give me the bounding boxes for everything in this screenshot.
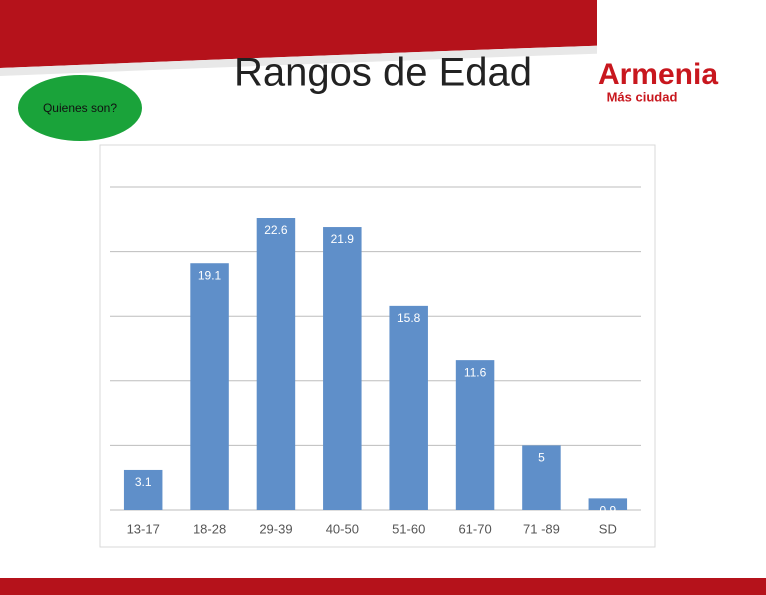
header-band <box>0 0 766 68</box>
bar <box>190 263 229 510</box>
footer-band <box>0 578 766 595</box>
chart-title: Rangos de Edad <box>234 51 532 95</box>
logo-box <box>597 0 766 112</box>
x-tick-label: 40-50 <box>326 521 359 536</box>
x-tick-label: 18-28 <box>193 521 226 536</box>
bar <box>522 445 561 510</box>
logo-subtitle: Más ciudad <box>607 89 678 104</box>
data-label: 22.6 <box>264 223 288 237</box>
data-label: 3.1 <box>135 475 152 489</box>
bar <box>323 227 362 510</box>
x-tick-label: 13-17 <box>127 521 160 536</box>
x-tick-label: 51-60 <box>392 521 425 536</box>
data-label: 19.1 <box>198 268 222 282</box>
data-label: 5 <box>538 451 545 465</box>
badge-text: Quienes son? <box>43 101 117 115</box>
bar <box>588 498 628 510</box>
x-tick-label: 29-39 <box>259 521 292 536</box>
bar <box>455 360 495 510</box>
bar <box>389 305 428 510</box>
bar <box>123 469 163 510</box>
data-label: 21.9 <box>331 232 355 246</box>
badge <box>18 75 142 141</box>
x-tick-label: 71 -89 <box>523 521 560 536</box>
data-label: 11.6 <box>464 365 487 379</box>
x-tick-label: SD <box>599 521 617 536</box>
chart-area <box>99 144 656 548</box>
x-tick-label: 61-70 <box>458 521 491 536</box>
logo-title: Armenia <box>598 58 718 91</box>
data-label: 15.8 <box>397 311 421 325</box>
bar <box>256 218 296 510</box>
data-label: 0.9 <box>599 504 616 518</box>
header-stripe <box>0 40 766 76</box>
